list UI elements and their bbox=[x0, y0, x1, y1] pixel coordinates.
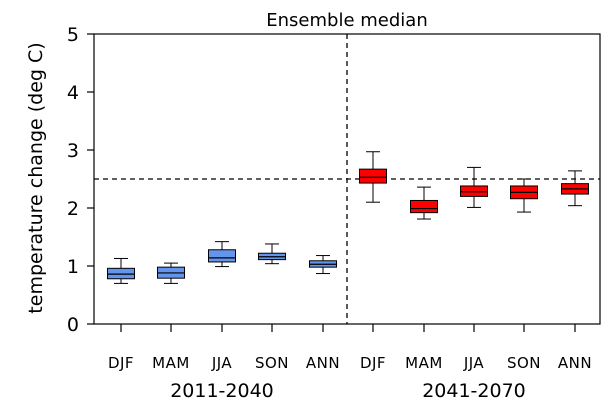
x-tick-label: SON bbox=[255, 354, 289, 372]
box-2011-2040-DJF bbox=[107, 257, 135, 284]
y-tick-label: 2 bbox=[67, 198, 79, 220]
box-2011-2040-MAM bbox=[157, 262, 185, 284]
x-tick-label: ANN bbox=[558, 354, 592, 372]
box-2011-2040-SON bbox=[258, 243, 286, 265]
box-body bbox=[208, 249, 236, 263]
box-2011-2040-JJA bbox=[208, 241, 236, 268]
y-axis-label: temperature change (deg C) bbox=[25, 42, 47, 313]
box-2041-2070-SON bbox=[510, 178, 538, 213]
x-tick-label: ANN bbox=[306, 354, 340, 372]
box-2041-2070-DJF bbox=[359, 151, 387, 203]
group-label: 2011-2040 bbox=[170, 380, 274, 402]
y-tick-label: 5 bbox=[67, 24, 79, 46]
box-2041-2070-ANN bbox=[561, 170, 589, 207]
y-tick-label: 1 bbox=[67, 256, 79, 278]
chart-title: Ensemble median bbox=[266, 10, 427, 31]
x-tick-label: SON bbox=[507, 354, 541, 372]
x-tick-label: DJF bbox=[108, 354, 134, 372]
x-tick-label: JJA bbox=[211, 354, 233, 372]
y-tick-label: 0 bbox=[67, 314, 79, 336]
box-2011-2040-ANN bbox=[309, 255, 337, 275]
box-2041-2070-JJA bbox=[460, 166, 488, 208]
group-label: 2041-2070 bbox=[422, 380, 526, 402]
y-tick-label: 3 bbox=[67, 140, 79, 162]
x-tick-label: JJA bbox=[463, 354, 485, 372]
box-body bbox=[359, 168, 387, 184]
x-tick-label: MAM bbox=[405, 354, 443, 372]
y-tick-label: 4 bbox=[67, 82, 79, 104]
box-body bbox=[410, 199, 438, 214]
box-2041-2070-MAM bbox=[410, 186, 438, 220]
x-tick-label: MAM bbox=[152, 354, 190, 372]
x-tick-label: DJF bbox=[360, 354, 386, 372]
